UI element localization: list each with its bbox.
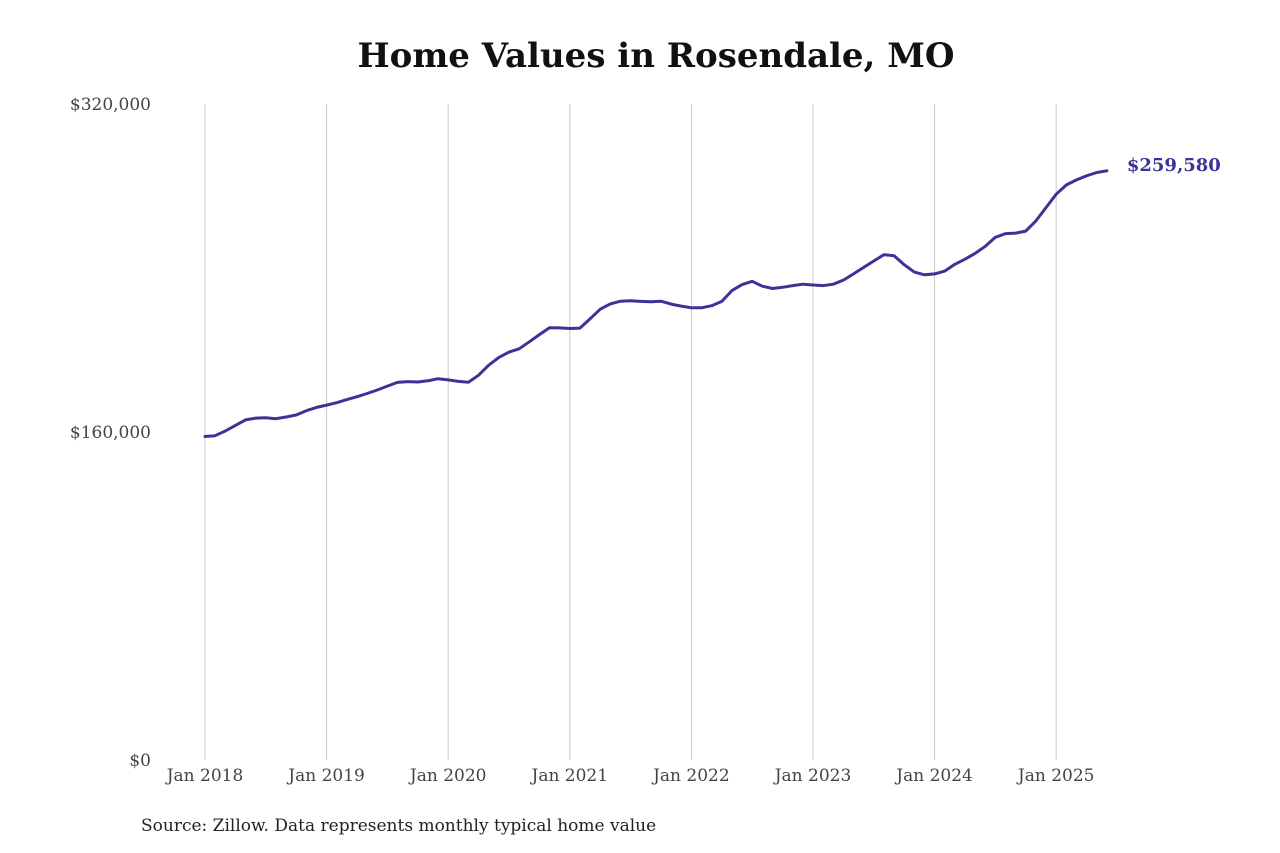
source-note: Source: Zillow. Data represents monthly … [141, 816, 657, 836]
x-tick-label: Jan 2018 [165, 766, 244, 786]
x-tick-label: Jan 2024 [894, 766, 973, 786]
y-tick-label: $160,000 [70, 423, 151, 443]
x-axis-ticks: Jan 2018 Jan 2019 Jan 2020 Jan 2021 Jan 2022… [165, 766, 1095, 786]
series-layer [203, 169, 1109, 438]
last-value-label: $259,580 [1127, 155, 1221, 176]
annotation-layer: $259,580 [1127, 155, 1221, 176]
x-tick-label: Jan 2019 [286, 766, 365, 786]
x-tick-label: Jan 2022 [651, 766, 730, 786]
y-axis-ticks: $0 $160,000 $320,000 [70, 95, 151, 771]
series-line [203, 169, 1109, 438]
x-tick-label: Jan 2020 [408, 766, 487, 786]
x-tick-label: Jan 2021 [530, 766, 609, 786]
chart-title: Home Values in Rosendale, MO [357, 36, 955, 76]
y-tick-label: $0 [129, 751, 151, 771]
x-tick-label: Jan 2025 [1016, 766, 1095, 786]
x-tick-label: Jan 2023 [773, 766, 852, 786]
y-tick-label: $320,000 [70, 95, 151, 115]
grid-layer [204, 104, 1057, 760]
